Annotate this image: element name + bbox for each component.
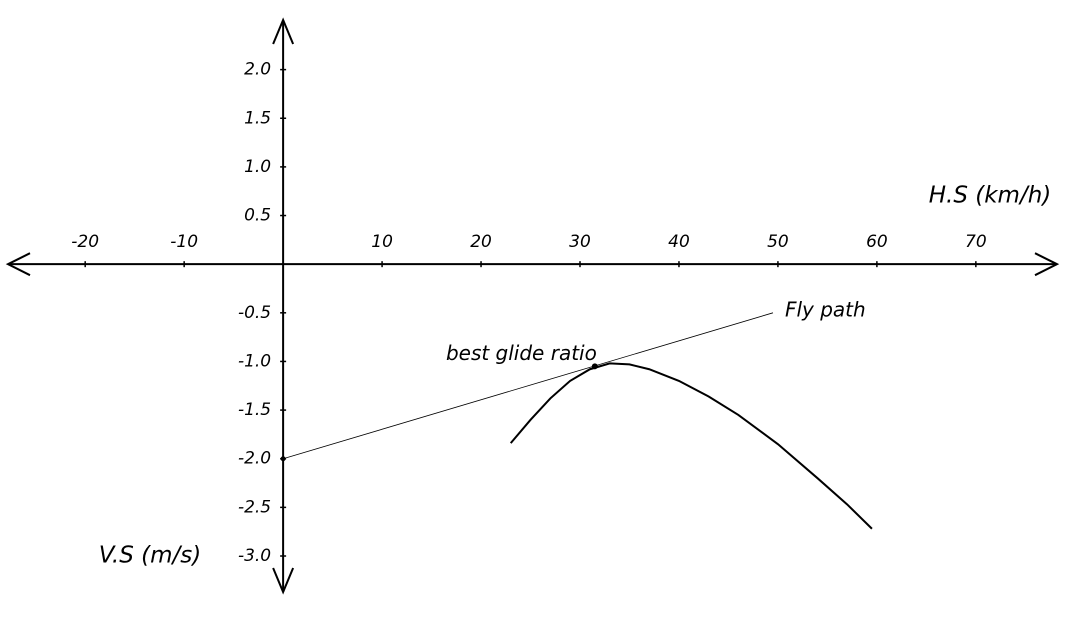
y-tick-label: 0.5 <box>244 206 271 226</box>
x-tick-label: -20 <box>71 232 99 252</box>
series-line <box>509 362 873 530</box>
y-axis-title: V.S (m/s) <box>99 543 201 569</box>
x-tick-label: 30 <box>569 232 591 252</box>
y-tick-label: -0.5 <box>238 303 271 323</box>
y-tick-label: 1.0 <box>244 157 271 177</box>
annotation: best glide ratio <box>446 341 597 365</box>
y-tick-label: -2.5 <box>238 497 271 517</box>
arrow <box>272 567 295 595</box>
arrow <box>272 17 295 45</box>
x-tick-label: -10 <box>170 232 198 252</box>
x-axis-title: H.S (km/h) <box>929 183 1052 209</box>
arrow <box>5 252 31 277</box>
x-tick-label: 10 <box>371 232 393 252</box>
y-tick-label: -1.5 <box>238 400 271 420</box>
y-tick-label: -3.0 <box>238 546 271 566</box>
y-tick-label: -2.0 <box>238 449 271 469</box>
x-tick-label: 20 <box>470 232 492 252</box>
series-label: Fly path <box>785 297 866 321</box>
x-tick-label: 40 <box>668 232 690 252</box>
y-tick-label: -1.0 <box>238 351 271 371</box>
point <box>280 456 286 462</box>
series-line <box>283 312 774 460</box>
annotation-point <box>591 363 598 370</box>
y-tick-label: 1.5 <box>244 108 271 128</box>
y-tick-label: 2.0 <box>244 60 271 80</box>
x-tick-label: 70 <box>965 232 987 252</box>
x-tick-label: 60 <box>866 232 888 252</box>
x-tick-label: 50 <box>767 232 789 252</box>
arrow <box>1034 252 1060 277</box>
